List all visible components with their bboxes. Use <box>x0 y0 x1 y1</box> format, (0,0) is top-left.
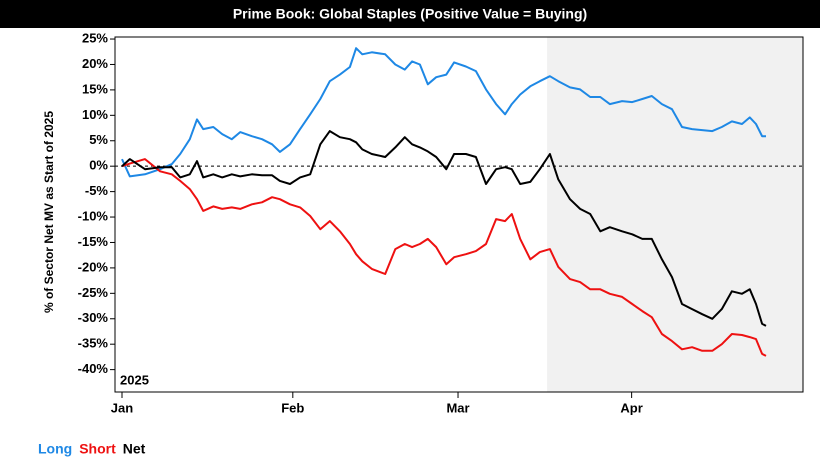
y-tick-label: 25% <box>82 30 108 45</box>
y-tick-label: -20% <box>78 259 109 274</box>
x-tick-label: Mar <box>446 400 469 415</box>
y-tick-label: 0% <box>89 158 108 173</box>
year-annotation: 2025 <box>120 372 149 387</box>
y-tick-label: 5% <box>89 132 108 147</box>
series-line <box>121 130 767 327</box>
y-tick-label: 10% <box>82 107 108 122</box>
x-tick-label: Apr <box>620 400 642 415</box>
legend-entry: Long <box>38 441 72 457</box>
chart-title: Prime Book: Global Staples (Positive Val… <box>233 6 587 22</box>
y-tick-label: -40% <box>78 361 109 376</box>
y-tick-label: -5% <box>85 183 109 198</box>
x-tick-label: Jan <box>111 400 133 415</box>
y-tick-label: -30% <box>78 310 109 325</box>
y-tick-label: -15% <box>78 234 109 249</box>
series-line <box>121 47 766 178</box>
y-tick-label: -10% <box>78 208 109 223</box>
x-tick-label: Feb <box>281 400 304 415</box>
title-bar <box>0 0 820 28</box>
plot-frame <box>114 36 804 393</box>
y-tick-label: 15% <box>82 81 108 96</box>
y-tick-label: 20% <box>82 56 108 71</box>
legend-entry: Short <box>79 441 116 457</box>
y-tick-label: -25% <box>78 285 109 300</box>
y-tick-label: -35% <box>78 336 109 351</box>
shaded-region <box>547 37 803 392</box>
legend-entry: Net <box>123 441 146 457</box>
y-axis-label: % of Sector Net MV as Start of 2025 <box>42 111 56 313</box>
series-line <box>121 158 767 357</box>
